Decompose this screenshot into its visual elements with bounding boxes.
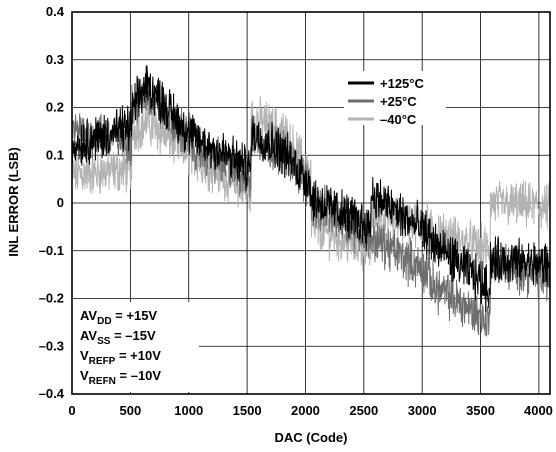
x-tick-label: 3500 <box>466 403 495 418</box>
condition-line: VREFN = –10V <box>80 368 161 387</box>
y-tick-label: 0.1 <box>46 147 64 162</box>
legend: +125°C +25°C –40°C <box>344 71 446 127</box>
x-tick-label: 1500 <box>233 403 262 418</box>
y-tick-label: 0 <box>57 195 64 210</box>
legend-label: –40°C <box>380 112 417 127</box>
y-axis-title: INL ERROR (LSB) <box>6 147 21 257</box>
x-tick-label: 2500 <box>349 403 378 418</box>
condition-line: AVDD = +15V <box>80 308 157 327</box>
x-tick-label: 4000 <box>524 403 553 418</box>
x-tick-label: 2000 <box>291 403 320 418</box>
y-tick-labels: –0.4 –0.3 –0.2 –0.1 0 0.1 0.2 0.3 0.4 <box>39 4 65 401</box>
y-tick-label: –0.1 <box>39 243 64 258</box>
series-layer <box>71 65 551 337</box>
y-tick-label: –0.4 <box>39 386 65 401</box>
y-tick-label: –0.2 <box>39 291 64 306</box>
x-tick-labels: 0 500 1000 1500 2000 2500 3000 3500 4000 <box>68 403 553 418</box>
y-tick-label: –0.3 <box>39 338 64 353</box>
x-tick-label: 3000 <box>408 403 437 418</box>
legend-background <box>344 71 446 125</box>
plot-frame <box>71 11 551 395</box>
x-tick-label: 500 <box>120 403 142 418</box>
condition-line: VREFP = +10V <box>80 348 161 367</box>
x-axis-title: DAC (Code) <box>275 430 348 445</box>
plot-border <box>71 11 551 395</box>
condition-line: AVSS = –15V <box>80 328 156 347</box>
y-tick-label: 0.2 <box>46 100 64 115</box>
conditions-background <box>73 302 199 392</box>
legend-label: +125°C <box>380 76 424 91</box>
y-tick-label: 0.4 <box>46 4 65 19</box>
legend-label: +25°C <box>380 94 417 109</box>
x-tick-label: 0 <box>68 403 75 418</box>
series-line <box>71 65 551 312</box>
y-tick-label: 0.3 <box>46 52 64 67</box>
x-tick-label: 1000 <box>174 403 203 418</box>
